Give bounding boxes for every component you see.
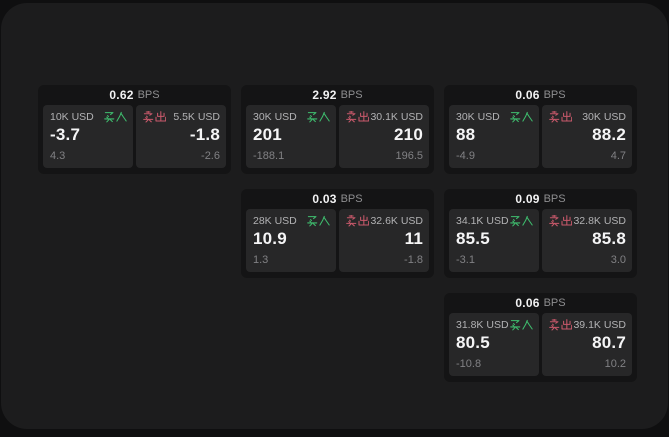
sell-quote-button[interactable]: 5.5K USD -1.8 -2.6 (136, 105, 226, 168)
quote-card-6: 0.06 BPS 31.8K USD 80.5 -10.8 39.1K USD … (444, 293, 637, 382)
bps-value: 0.09 (515, 192, 540, 206)
buy-side-label (510, 215, 533, 227)
buy-quote-button[interactable]: 10K USD -3.7 4.3 (43, 105, 133, 168)
sell-side-label (143, 111, 166, 123)
card-header: 0.62 BPS (38, 85, 231, 105)
sell-price: 88.2 (592, 125, 626, 144)
sell-side-label (549, 111, 572, 123)
buy-price: 201 (253, 125, 282, 144)
sell-side-label (346, 215, 369, 227)
buy-price: 80.5 (456, 333, 490, 352)
sell-delta: 3.0 (610, 254, 626, 266)
buy-price: -3.7 (50, 125, 81, 144)
buy-amount: 30K USD (456, 111, 500, 123)
bps-unit-label: BPS (340, 89, 363, 101)
bps-unit-label: BPS (543, 297, 566, 309)
sell-quote-button[interactable]: 30.1K USD 210 196.5 (339, 105, 429, 168)
sell-quote-button[interactable]: 32.8K USD 85.8 3.0 (542, 209, 632, 272)
card-header: 0.06 BPS (444, 85, 637, 105)
sell-price: 210 (394, 125, 423, 144)
bps-value: 0.06 (515, 296, 540, 310)
sell-quote-button[interactable]: 30K USD 88.2 4.7 (542, 105, 632, 168)
sell-quote-button[interactable]: 32.6K USD 11 -1.8 (339, 209, 429, 272)
sell-delta: -2.6 (201, 150, 220, 162)
bps-unit-label: BPS (543, 89, 566, 101)
sell-delta: 196.5 (395, 150, 423, 162)
quote-card-2: 2.92 BPS 30K USD 201 -188.1 30.1K USD 21… (241, 85, 434, 174)
buy-delta: -188.1 (253, 150, 285, 162)
buy-price: 88 (456, 125, 476, 144)
sell-price: 85.8 (592, 229, 626, 248)
sell-delta: -1.8 (404, 254, 423, 266)
sell-amount: 30.1K USD (370, 111, 423, 123)
buy-delta: -4.9 (456, 150, 475, 162)
buy-delta: -3.1 (456, 254, 475, 266)
sell-delta: 4.7 (610, 150, 626, 162)
bps-unit-label: BPS (340, 193, 363, 205)
sell-price: 11 (404, 229, 423, 248)
sell-price: -1.8 (189, 125, 220, 144)
buy-quote-button[interactable]: 30K USD 201 -188.1 (246, 105, 336, 168)
bps-unit-label: BPS (543, 193, 566, 205)
bps-value: 0.06 (515, 88, 540, 102)
buy-side-label (307, 215, 330, 227)
buy-amount: 10K USD (50, 111, 94, 123)
buy-price: 10.9 (253, 229, 287, 248)
buy-delta: -10.8 (456, 358, 482, 370)
buy-side-label (104, 111, 127, 123)
quote-card-5: 0.09 BPS 34.1K USD 85.5 -3.1 32.8K USD 8… (444, 189, 637, 278)
card-header: 0.06 BPS (444, 293, 637, 313)
bps-value: 2.92 (312, 88, 337, 102)
buy-price: 85.5 (456, 229, 490, 248)
sell-amount: 30K USD (582, 111, 626, 123)
sell-amount: 39.1K USD (573, 319, 626, 331)
buy-side-label (307, 111, 330, 123)
sell-amount: 32.8K USD (573, 215, 626, 227)
sell-side-label (346, 111, 369, 123)
quote-card-4: 0.03 BPS 28K USD 10.9 1.3 32.6K USD 11 -… (241, 189, 434, 278)
buy-amount: 30K USD (253, 111, 297, 123)
buy-amount: 31.8K USD (456, 319, 509, 331)
buy-amount: 28K USD (253, 215, 297, 227)
buy-side-label (510, 319, 533, 331)
sell-quote-button[interactable]: 39.1K USD 80.7 10.2 (542, 313, 632, 376)
bps-value: 0.03 (312, 192, 337, 206)
sell-delta: 10.2 (604, 358, 626, 370)
buy-amount: 34.1K USD (456, 215, 509, 227)
card-header: 2.92 BPS (241, 85, 434, 105)
card-header: 0.09 BPS (444, 189, 637, 209)
buy-delta: 1.3 (253, 254, 269, 266)
sell-side-label (549, 215, 572, 227)
quote-card-3: 0.06 BPS 30K USD 88 -4.9 30K USD 88.2 4.… (444, 85, 637, 174)
bps-value: 0.62 (109, 88, 134, 102)
buy-quote-button[interactable]: 30K USD 88 -4.9 (449, 105, 539, 168)
buy-quote-button[interactable]: 34.1K USD 85.5 -3.1 (449, 209, 539, 272)
card-header: 0.03 BPS (241, 189, 434, 209)
buy-delta: 4.3 (50, 150, 66, 162)
sell-amount: 5.5K USD (173, 111, 220, 123)
sell-price: 80.7 (592, 333, 626, 352)
sell-amount: 32.6K USD (370, 215, 423, 227)
bps-unit-label: BPS (137, 89, 160, 101)
buy-side-label (510, 111, 533, 123)
buy-quote-button[interactable]: 31.8K USD 80.5 -10.8 (449, 313, 539, 376)
sell-side-label (549, 319, 572, 331)
buy-quote-button[interactable]: 28K USD 10.9 1.3 (246, 209, 336, 272)
quote-card-1: 0.62 BPS 10K USD -3.7 4.3 5.5K USD -1.8 … (38, 85, 231, 174)
